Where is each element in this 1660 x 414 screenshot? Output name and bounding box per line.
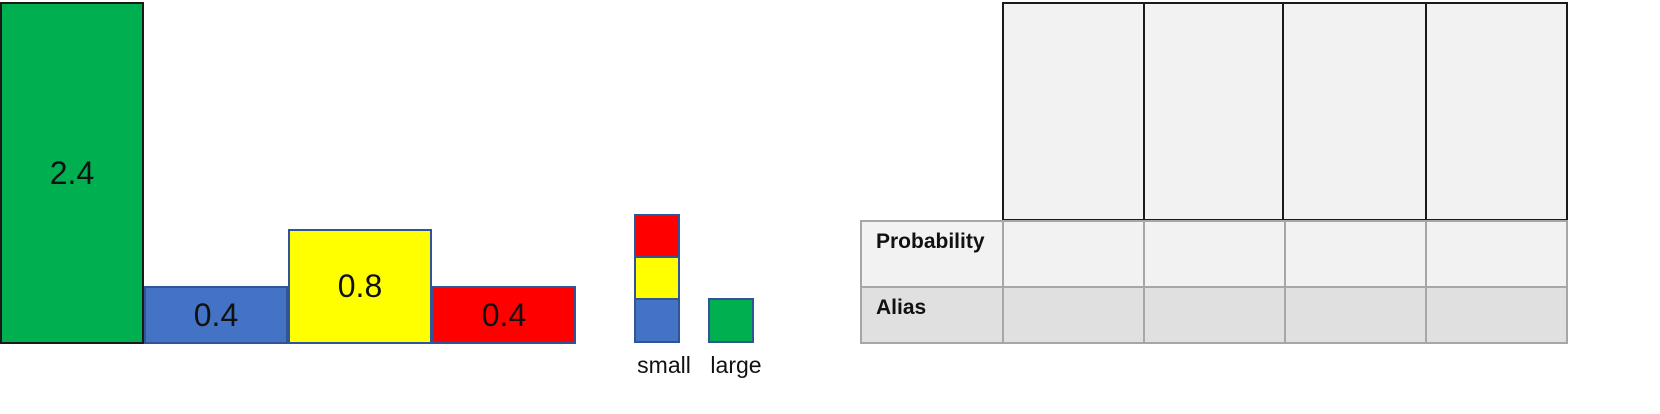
bar-blue: 0.4 — [144, 286, 288, 344]
large-stack-green — [708, 298, 754, 343]
small-stack-yellow — [634, 256, 680, 300]
alias-label-text: Alias — [876, 296, 927, 319]
small-worklist-label: small — [637, 352, 691, 378]
large-worklist-label: large — [710, 352, 762, 378]
alias-cell-4 — [1425, 286, 1568, 344]
alias-cell-1 — [1002, 286, 1145, 344]
bar-green-value: 2.4 — [49, 154, 95, 191]
bar-red-value: 0.4 — [481, 296, 527, 333]
column-box-2 — [1143, 2, 1284, 221]
column-box-4 — [1425, 2, 1568, 221]
bar-blue-value: 0.4 — [193, 296, 239, 333]
bar-red: 0.4 — [432, 286, 576, 344]
probability-cell-3 — [1284, 220, 1427, 288]
probability-label-text: Probability — [876, 230, 985, 253]
small-stack-blue — [634, 298, 680, 343]
probability-row-label: Probability — [860, 220, 1004, 288]
bar-green: 2.4 — [0, 2, 144, 344]
alias-cell-2 — [1143, 286, 1286, 344]
bar-yellow-value: 0.8 — [337, 268, 383, 304]
small-stack-red — [634, 214, 680, 258]
probability-cell-1 — [1002, 220, 1145, 288]
probability-cell-2 — [1143, 220, 1286, 288]
bar-yellow: 0.8 — [288, 229, 432, 344]
column-box-3 — [1282, 2, 1427, 221]
alias-cell-3 — [1284, 286, 1427, 344]
probability-cell-4 — [1425, 220, 1568, 288]
alias-row-label: Alias — [860, 286, 1004, 344]
column-box-1 — [1002, 2, 1145, 221]
